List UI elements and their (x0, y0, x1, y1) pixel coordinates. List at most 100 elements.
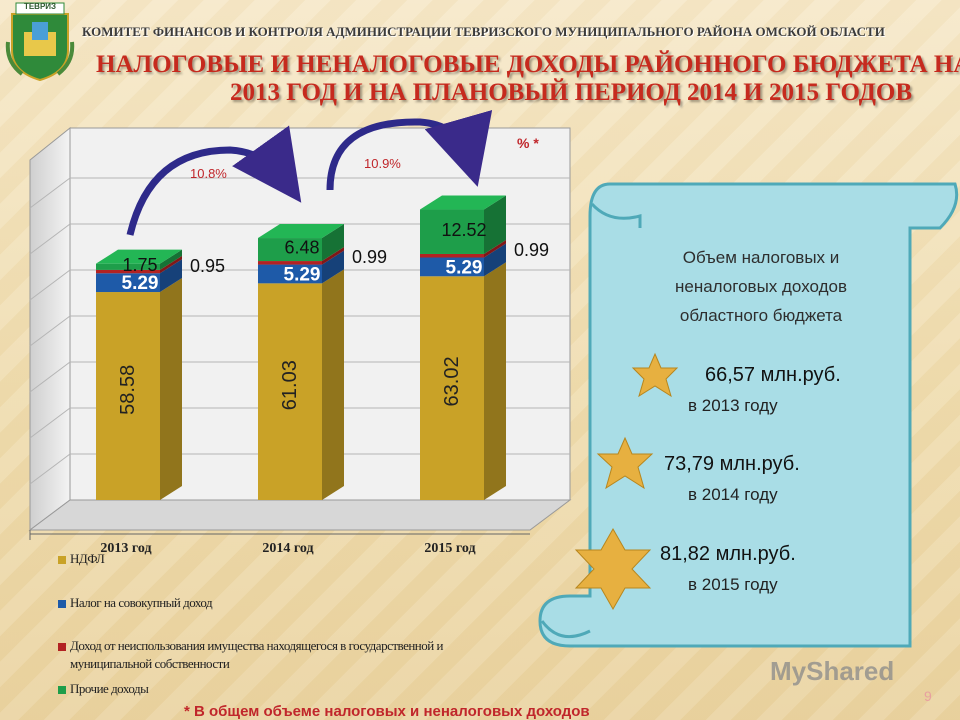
bar-tax-2015 (420, 243, 506, 277)
bar-front (258, 261, 322, 265)
bar-property-2015 (420, 239, 506, 258)
legend-item-property-line1: Доход от неиспользования имущества наход… (70, 638, 443, 653)
coat-of-arms-logo (5, 2, 75, 82)
panel-year-2015: в 2015 году (688, 575, 778, 594)
bar-front (420, 276, 484, 500)
panel-value-2015: 81,82 млн.руб. (660, 543, 796, 565)
bar-side (484, 239, 506, 258)
data-label-other-2014: 6.48 (284, 238, 319, 258)
growth-label-1: 10.8% (190, 166, 227, 181)
data-label-property-2014: 0.99 (352, 247, 387, 267)
gridline (29, 223, 71, 255)
bar-front (420, 209, 484, 254)
data-label-other-2013: 1.75 (122, 255, 157, 275)
bar-front (258, 283, 322, 500)
floor (28, 499, 572, 531)
bar-front (420, 257, 484, 277)
panel-year-2014: в 2014 году (688, 485, 778, 504)
data-label-tax-2014: 5.29 (284, 264, 321, 285)
organization-title: КОМИТЕТ ФИНАНСОВ И КОНТРОЛЯ АДМИНИСТРАЦИ… (82, 24, 885, 39)
legend-swatch-ndfl (58, 556, 66, 564)
gridline (29, 453, 71, 485)
bar-side (484, 195, 506, 254)
data-label-property-2015: 0.99 (514, 240, 549, 260)
panel-year-2013: в 2013 году (688, 396, 778, 415)
bar-other-2014 (258, 224, 344, 262)
x-tick-label: 2015 год (424, 541, 475, 556)
watermark: MyShared (770, 656, 895, 686)
bar-front (96, 269, 160, 274)
bar-side (160, 255, 182, 274)
bar-front (258, 264, 322, 284)
bar-ndfl-2014 (258, 269, 344, 500)
panel-heading-line2: неналоговых доходов (675, 277, 847, 296)
bar-front (96, 273, 160, 293)
gridline (29, 407, 71, 439)
legend-swatch-tax (58, 600, 66, 608)
star-icon (631, 352, 679, 398)
bar-property-2013 (96, 255, 182, 274)
gridline (29, 361, 71, 393)
data-label-ndfl-2015: 63.02 (441, 356, 463, 406)
panel-heading-line1: Объем налоговых и (682, 248, 840, 267)
panel-heading-line3: областного бюджета (679, 306, 843, 325)
bar-side (322, 224, 344, 262)
legend-swatch-other (58, 686, 66, 694)
scroll-panel (538, 182, 959, 648)
bar-front (96, 292, 160, 500)
page-number: 9 (924, 688, 932, 704)
bar-property-2014 (258, 247, 344, 265)
bar-side (322, 269, 344, 500)
gridline (29, 315, 71, 347)
data-label-ndfl-2014: 61.03 (279, 360, 301, 410)
bar-other-2013 (96, 249, 182, 270)
growth-label-2: 10.9% (364, 156, 401, 171)
percent-marker: % * (517, 135, 539, 151)
panel-value-2014: 73,79 млн.руб. (664, 453, 800, 475)
gridline (29, 177, 71, 209)
bar-side (160, 249, 182, 270)
growth-arrow-1 (126, 125, 302, 236)
bar-front (96, 263, 160, 270)
legend-swatch-property (58, 643, 66, 651)
data-label-other-2015: 12.52 (441, 220, 486, 240)
legend-item-tax: Налог на совокупный доход (70, 595, 213, 610)
legend-item-other: Прочие доходы (70, 681, 149, 696)
x-tick-label: 2013 год (100, 541, 151, 556)
bar-front (258, 238, 322, 262)
bar-side (484, 262, 506, 500)
bar-side (322, 250, 344, 284)
bar-side (160, 278, 182, 500)
bar-side (160, 259, 182, 293)
emblem-text: ТЕВРИЗ (23, 2, 57, 11)
bar-ndfl-2015 (420, 262, 506, 500)
bar-top (96, 249, 182, 264)
slide-title-line2: 2013 ГОД И НА ПЛАНОВЫЙ ПЕРИОД 2014 И 201… (230, 79, 913, 106)
bar-top (258, 224, 344, 239)
star-icon (574, 527, 652, 611)
panel-value-2013: 66,57 млн.руб. (705, 364, 841, 386)
footnote: * В общем объеме налоговых и неналоговых… (184, 703, 590, 720)
bar-side (484, 243, 506, 277)
x-tick-label: 2014 год (262, 541, 313, 556)
bar-other-2015 (420, 195, 506, 254)
growth-arrow-2 (326, 109, 493, 191)
bar-tax-2014 (258, 250, 344, 284)
legend-item-ndfl: НДФЛ (70, 551, 105, 566)
legend-item-property-line2: муниципальной собственности (70, 656, 230, 671)
star-icon (596, 436, 654, 490)
bar-ndfl-2013 (96, 278, 182, 500)
side-wall (29, 126, 71, 531)
data-label-tax-2013: 5.29 (122, 273, 159, 294)
bar-side (322, 247, 344, 265)
bar-front (420, 253, 484, 258)
data-label-property-2013: 0.95 (190, 256, 225, 276)
gridline (29, 269, 71, 301)
slide-title-line1: НАЛОГОВЫЕ И НЕНАЛОГОВЫЕ ДОХОДЫ РАЙОННОГО… (96, 51, 960, 78)
data-label-ndfl-2013: 58.58 (117, 365, 139, 415)
panel-heading: Объем налоговых и неналоговых доходов об… (626, 243, 896, 330)
bar-tax-2013 (96, 259, 182, 293)
data-label-tax-2015: 5.29 (446, 257, 483, 278)
bar-top (420, 195, 506, 210)
